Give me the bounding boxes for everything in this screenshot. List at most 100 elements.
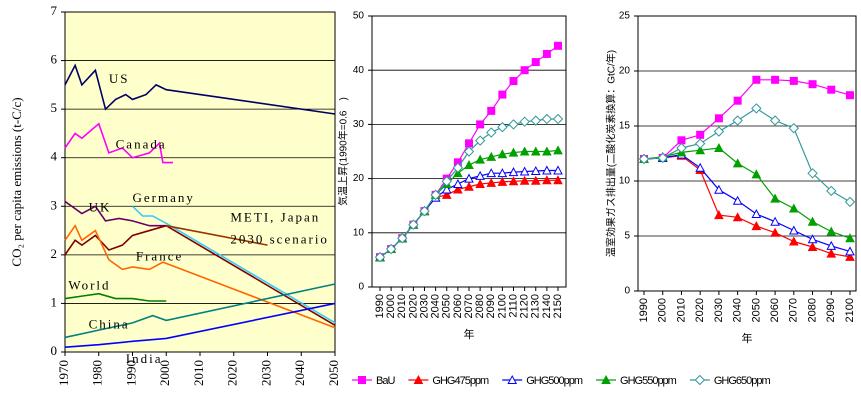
x-tick-label: 2070 [788, 298, 800, 322]
marker [713, 126, 725, 137]
legend: BaU GHG475ppm GHG500ppm GHG550ppm GHG650ppm [352, 374, 771, 387]
marker [452, 162, 464, 173]
marker [714, 184, 724, 194]
series-label: Germany [133, 190, 195, 205]
marker [475, 170, 485, 180]
marker [413, 374, 424, 384]
marker [508, 167, 519, 177]
y-tick-label: 20 [353, 173, 365, 184]
marker [385, 243, 397, 255]
marker [770, 216, 780, 226]
marker [530, 175, 541, 185]
marker [542, 165, 552, 175]
marker [554, 41, 562, 50]
marker [541, 113, 553, 125]
marker [771, 75, 780, 84]
marker [770, 193, 780, 203]
x-tick-label: 2090 [485, 294, 497, 318]
x-axis-label: 年 [464, 327, 475, 341]
marker [789, 76, 798, 85]
marker [542, 175, 552, 185]
series-line [64, 200, 167, 227]
marker [677, 136, 686, 145]
marker [486, 151, 497, 161]
marker [732, 195, 743, 205]
y-tick-label: 5 [624, 231, 630, 242]
x-tick-label: 2110 [507, 294, 519, 318]
marker [733, 96, 742, 105]
y-tick-label: 6 [51, 52, 58, 67]
chart: 0 5 10 15 20 25 1990 2000 2010 2020 2030 2040 2050 20… [605, 11, 857, 345]
y-tick-label: 15 [619, 121, 631, 132]
marker [788, 203, 799, 213]
x-tick-label: 2060 [452, 294, 464, 318]
marker [808, 80, 817, 89]
marker [507, 374, 518, 384]
marker [694, 374, 706, 386]
marker [751, 208, 762, 218]
legend-label: GHG500ppm [526, 375, 583, 387]
x-tick-label: 2140 [541, 294, 553, 318]
marker [769, 115, 781, 126]
marker [542, 49, 551, 58]
marker [694, 138, 706, 149]
marker [486, 177, 497, 187]
x-tick-label: 2040 [732, 298, 744, 322]
marker [751, 169, 762, 179]
marker [498, 90, 507, 99]
marker [530, 165, 541, 176]
legend-label: GHG475ppm [432, 375, 489, 387]
marker [657, 152, 668, 164]
marker [845, 251, 855, 261]
marker [464, 159, 474, 170]
series-line [64, 224, 336, 326]
x-axis-label: 年 [742, 331, 753, 345]
marker [695, 145, 706, 155]
x-tick-label: 2080 [474, 294, 486, 318]
marker [358, 376, 366, 384]
marker [751, 221, 762, 231]
annotation: METI, Japan [230, 209, 320, 224]
series-line [64, 292, 167, 302]
x-tick-label: 2040 [292, 360, 307, 386]
marker [519, 166, 530, 176]
y-tick-label: 7 [51, 3, 58, 18]
marker [475, 154, 485, 164]
x-tick-label: 2050 [750, 298, 762, 322]
series-label: US [109, 71, 130, 86]
y-tick-label: 1 [51, 294, 58, 309]
x-tick-label: 2050 [326, 360, 341, 386]
plot-area [64, 11, 336, 353]
marker [464, 181, 474, 191]
marker [826, 226, 837, 236]
marker [419, 205, 430, 217]
marker [397, 233, 408, 244]
marker [486, 168, 497, 178]
x-tick-label: 2020 [694, 298, 706, 322]
x-tick-label: 2010 [396, 294, 408, 318]
y-tick-label: 0 [358, 282, 364, 293]
marker [408, 219, 419, 230]
series-line [64, 63, 336, 115]
marker [844, 196, 856, 208]
marker [807, 216, 818, 226]
y-axis-label: 温室効果ガス排出量(二酸化炭素換算：GtC/年) [605, 50, 618, 257]
marker [441, 176, 452, 187]
marker [788, 236, 799, 246]
series-line [64, 224, 336, 329]
marker [676, 142, 687, 154]
marker [788, 225, 799, 235]
marker [497, 121, 508, 133]
marker [441, 189, 452, 199]
marker [553, 175, 563, 185]
series-line [166, 224, 268, 246]
marker [696, 130, 705, 139]
marker [486, 127, 497, 138]
marker [788, 122, 800, 134]
x-tick-label: 2020 [407, 294, 419, 318]
x-tick-label: 2070 [463, 294, 475, 318]
marker [752, 75, 761, 84]
marker [508, 119, 519, 130]
marker [487, 106, 496, 115]
